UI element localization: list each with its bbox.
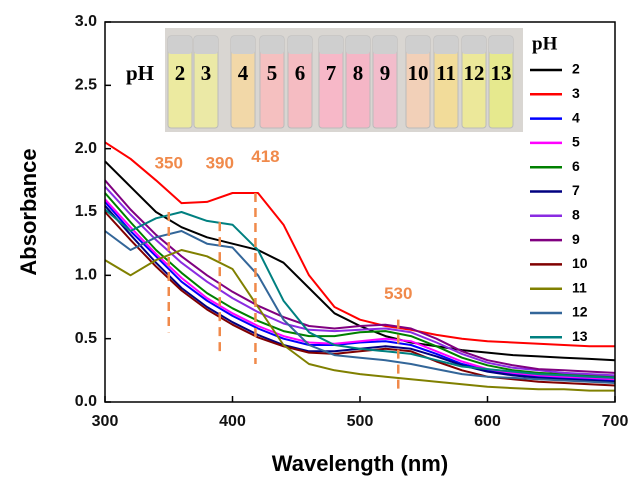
inset-label: 8 <box>353 61 364 85</box>
vial-cap <box>373 36 397 54</box>
vial-cap <box>489 36 513 54</box>
legend-label: 11 <box>572 279 587 295</box>
y-tick-label: 0.5 <box>75 330 97 347</box>
y-tick-label: 2.5 <box>75 77 97 94</box>
vial-cap <box>434 36 458 54</box>
series-line <box>104 249 615 392</box>
series-line <box>104 192 616 378</box>
legend-title: pH <box>532 33 558 54</box>
vial-cap <box>260 36 284 54</box>
legend-label: 10 <box>572 255 588 271</box>
vial-cap <box>406 36 430 54</box>
legend-label: 5 <box>572 134 580 150</box>
series-line <box>104 211 616 387</box>
plot-frame <box>104 21 616 403</box>
legend-label: 12 <box>572 304 588 320</box>
inset-title: pH <box>126 61 154 85</box>
series-line <box>104 179 616 374</box>
inset-label: 5 <box>267 61 278 85</box>
x-tick-label: 600 <box>474 413 501 430</box>
x-tick-label: 500 <box>347 413 374 430</box>
x-tick-label: 700 <box>602 413 629 430</box>
annotation-label: 390 <box>206 153 234 172</box>
inset-label: 6 <box>295 61 306 85</box>
legend-label: 8 <box>572 207 580 223</box>
inset-label: 10 <box>408 61 429 85</box>
inset-label: 2 <box>175 61 186 85</box>
y-tick-label: 2.0 <box>75 140 97 157</box>
lines <box>104 141 616 392</box>
vial-cap <box>288 36 312 54</box>
series-line <box>104 201 616 382</box>
series-line <box>104 198 616 381</box>
y-tick-label: 3.0 <box>75 13 97 30</box>
legend-label: 2 <box>572 61 580 77</box>
vial-cap <box>346 36 370 54</box>
inset-label: 11 <box>436 61 456 85</box>
legend-label: 6 <box>572 158 580 174</box>
series-line <box>104 230 616 384</box>
legend-label: 13 <box>572 328 588 344</box>
legend-label: 7 <box>572 182 580 198</box>
x-axis-label: Wavelength (nm) <box>272 451 448 476</box>
x-tick-label: 400 <box>219 413 246 430</box>
vial-cap <box>319 36 343 54</box>
vial-cap <box>168 36 192 54</box>
inset-label: 7 <box>326 61 337 85</box>
legend-label: 3 <box>572 85 580 101</box>
inset-label: 9 <box>380 61 391 85</box>
y-tick-label: 1.5 <box>75 203 97 220</box>
series-line <box>104 141 615 348</box>
vial-cap <box>231 36 255 54</box>
vial-cap <box>462 36 486 54</box>
annotation-label: 418 <box>251 147 279 166</box>
inset-label: 13 <box>491 61 512 85</box>
vial-cap <box>194 36 218 54</box>
y-axis-label: Absorbance <box>16 148 41 275</box>
legend-label: 4 <box>572 109 580 125</box>
x-tick-label: 300 <box>92 413 119 430</box>
annotation-label: 350 <box>155 153 183 172</box>
inset-label: 3 <box>201 61 212 85</box>
legend-label: 9 <box>572 231 580 247</box>
y-tick-label: 1.0 <box>75 267 97 284</box>
annotation-label: 530 <box>384 284 412 303</box>
series-line <box>104 208 616 379</box>
inset-label: 4 <box>238 61 249 85</box>
inset-label: 12 <box>464 61 485 85</box>
series-line <box>104 186 616 377</box>
y-tick-label: 0.0 <box>75 393 97 410</box>
